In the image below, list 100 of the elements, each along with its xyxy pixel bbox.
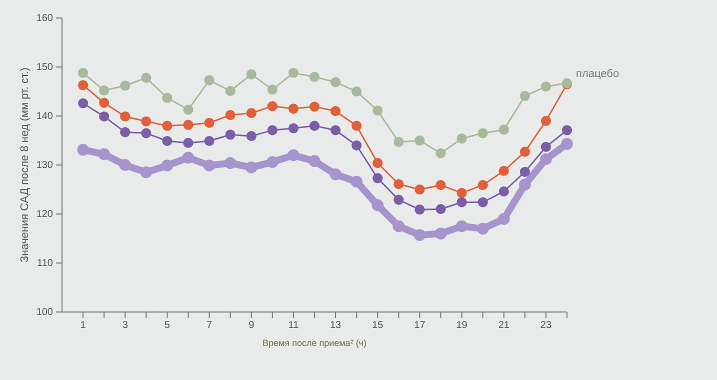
point [520, 90, 530, 101]
point [330, 77, 341, 88]
y-tick-label: 110 [37, 258, 54, 270]
point [225, 86, 236, 96]
y-tick-label: 100 [36, 307, 54, 318]
point [162, 92, 172, 103]
point [352, 86, 362, 97]
point [372, 199, 384, 212]
point [246, 69, 256, 80]
point [498, 166, 509, 176]
point [562, 125, 572, 136]
x-tick-label: 23 [540, 320, 552, 332]
point [414, 135, 425, 146]
point [267, 125, 278, 136]
point [203, 160, 216, 172]
point [162, 120, 172, 131]
point [308, 155, 320, 167]
point [330, 106, 341, 116]
point [246, 131, 256, 142]
point [78, 98, 88, 108]
point [120, 80, 130, 91]
point [352, 140, 362, 150]
point [436, 148, 446, 158]
x-tick-label: 5 [164, 320, 170, 332]
point [394, 194, 404, 205]
point [288, 104, 299, 114]
x-tick-label: 11 [288, 320, 300, 332]
point [434, 228, 447, 240]
point [204, 136, 214, 146]
point [540, 82, 552, 92]
y-axis-title: Значения САД после 8 нед (мм рт. ст.) [19, 67, 31, 263]
point [414, 184, 425, 195]
point [394, 179, 404, 190]
point [520, 146, 530, 157]
point [498, 124, 509, 135]
point [561, 138, 573, 150]
point [246, 108, 256, 118]
y-tick-label: 130 [36, 160, 54, 172]
point [309, 102, 320, 112]
point [309, 120, 320, 131]
point [288, 68, 299, 78]
point [498, 212, 510, 225]
y-tick-label: 150 [36, 62, 54, 74]
point [330, 168, 342, 180]
point [540, 116, 552, 126]
point [436, 180, 446, 190]
point [99, 85, 110, 96]
point [183, 120, 194, 130]
x-tick-label: 21 [498, 320, 510, 332]
point [183, 104, 194, 115]
y-tick-label: 140 [36, 111, 54, 122]
point [78, 80, 88, 90]
point [352, 120, 362, 131]
point [288, 149, 300, 162]
point [372, 106, 383, 116]
x-axis-title: Время после приема² (ч) [262, 338, 366, 348]
point [392, 220, 405, 232]
point [478, 180, 488, 190]
point [540, 153, 552, 166]
point [478, 197, 488, 208]
point [78, 68, 88, 78]
point [267, 101, 278, 112]
point [182, 152, 194, 164]
point [99, 98, 110, 108]
point [372, 158, 383, 168]
x-tick-label: 13 [330, 320, 342, 332]
point [309, 72, 320, 82]
x-tick-label: 7 [206, 320, 213, 332]
point [414, 204, 425, 215]
point [245, 162, 258, 174]
point [204, 75, 214, 86]
point [140, 166, 152, 178]
series-label: плацебо [576, 68, 620, 80]
point [540, 142, 552, 152]
point [476, 222, 489, 235]
y-tick-label: 120 [36, 209, 54, 220]
point [99, 111, 110, 122]
point [267, 84, 278, 95]
point [394, 136, 404, 148]
point [266, 156, 278, 168]
x-tick-label: 1 [80, 320, 86, 332]
point [456, 197, 467, 208]
point [162, 136, 172, 146]
point [141, 128, 152, 138]
x-tick-label: 3 [122, 320, 128, 332]
point [98, 148, 110, 160]
point [120, 127, 130, 138]
point [498, 186, 509, 196]
point [119, 159, 132, 171]
point [141, 72, 152, 83]
point [224, 157, 236, 169]
point [436, 204, 446, 214]
x-tick-label: 17 [414, 320, 426, 332]
point [225, 110, 236, 120]
point [520, 166, 530, 177]
point [161, 160, 174, 172]
point [456, 220, 468, 232]
point [456, 188, 467, 198]
point [141, 116, 152, 126]
point [456, 134, 467, 144]
